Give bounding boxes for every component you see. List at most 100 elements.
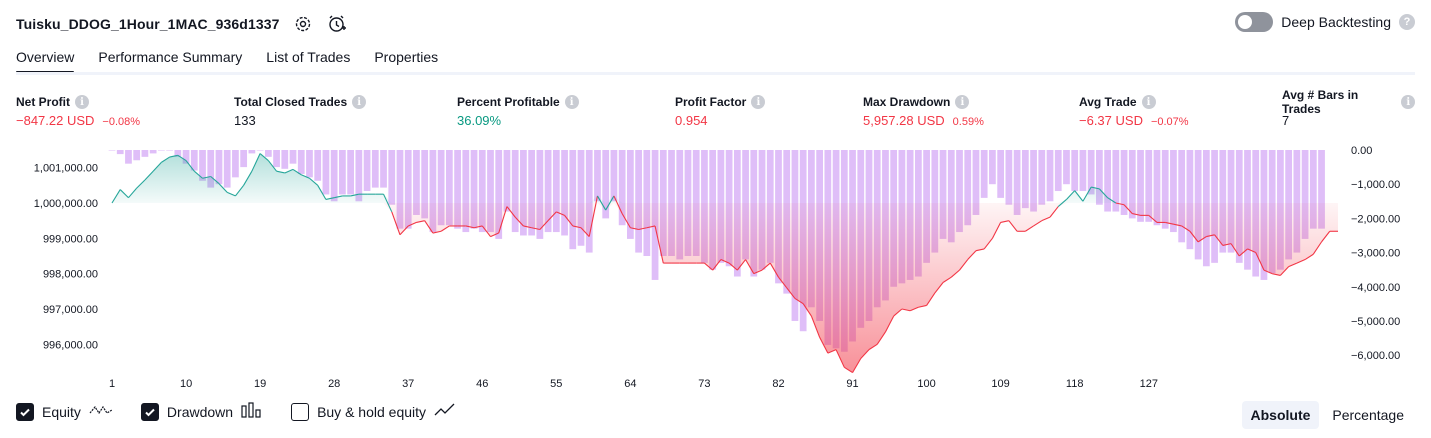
buyhold-checkbox[interactable] xyxy=(291,402,310,421)
equity-line-segment xyxy=(852,358,862,373)
equity-line-segment xyxy=(630,227,639,231)
equity-line-segment xyxy=(638,227,647,231)
drawdown-bar xyxy=(1063,150,1070,185)
drawdown-bar xyxy=(149,150,157,154)
y-right-tick-label: −5,000.00 xyxy=(1351,316,1400,328)
equity-line-segment xyxy=(1296,259,1306,264)
x-tick-label: 127 xyxy=(1140,378,1158,390)
equity-line-segment xyxy=(1230,243,1240,257)
equity-line-segment xyxy=(465,225,475,229)
drawdown-checkbox[interactable] xyxy=(140,402,159,421)
info-icon[interactable]: i xyxy=(1401,95,1415,109)
equity-line-segment xyxy=(407,221,417,227)
metric-label: Profit Factor xyxy=(675,95,747,109)
equity-line-segment xyxy=(432,230,442,234)
drawdown-bar xyxy=(1309,150,1317,229)
metric-avg-bars: Avg # Bars in Trades i 7 xyxy=(1282,88,1415,128)
equity-line-segment xyxy=(934,282,944,294)
metrics-row: Net Profit i −847.22 USD −0.08% Total Clos… xyxy=(16,88,1415,130)
help-icon[interactable]: ? xyxy=(1399,14,1415,30)
drawdown-bar xyxy=(116,150,124,155)
drawdown-bar xyxy=(215,150,223,185)
tab-bar: Overview Performance Summary List of Tra… xyxy=(16,44,438,74)
info-icon[interactable]: i xyxy=(352,95,367,109)
percentage-button[interactable]: Percentage xyxy=(1332,407,1404,423)
drawdown-bar xyxy=(602,150,610,219)
equity-line-segment xyxy=(243,170,253,186)
tab-overview[interactable]: Overview xyxy=(16,44,75,74)
info-icon[interactable]: i xyxy=(1141,95,1156,109)
equity-line-segment xyxy=(136,179,146,189)
drawdown-bar xyxy=(297,150,305,174)
equity-line-segment xyxy=(267,160,277,172)
drawdown-bar xyxy=(199,150,206,181)
drawdown-bar xyxy=(371,150,379,188)
metric-percent-profitable: Percent Profitable i 36.09% xyxy=(457,94,579,128)
drawdown-bar xyxy=(635,150,642,253)
drawdown-bar xyxy=(544,150,552,233)
drawdown-bar xyxy=(956,150,963,233)
equity-line-segment xyxy=(884,315,895,333)
metric-label: Net Profit xyxy=(16,95,70,109)
drawdown-bar xyxy=(939,150,947,239)
strategy-header: Tuisku_DDOG_1Hour_1MAC_936d1337 xyxy=(16,10,348,38)
drawdown-bar xyxy=(1021,150,1029,209)
equity-line-segment xyxy=(596,195,607,211)
drawdown-bar xyxy=(437,150,445,226)
metric-value: 5,957.28 USD xyxy=(863,113,945,128)
info-icon[interactable]: i xyxy=(751,95,766,109)
drawdown-toggle[interactable]: Drawdown xyxy=(140,402,263,421)
drawdown-bar xyxy=(947,150,955,243)
drawdown-bar xyxy=(404,150,412,229)
equity-checkbox[interactable] xyxy=(16,402,34,421)
drawdown-bar xyxy=(528,150,536,236)
drawdown-bar xyxy=(1030,150,1037,212)
tab-list-of-trades[interactable]: List of Trades xyxy=(266,49,351,65)
deep-backtesting-toggle[interactable] xyxy=(1235,12,1274,32)
y-right-tick-label: −4,000.00 xyxy=(1351,282,1400,294)
settings-icon[interactable] xyxy=(292,13,314,35)
equity-line-segment xyxy=(1206,234,1215,238)
y-right-tick-label: −1,000.00 xyxy=(1351,179,1400,191)
equity-line-segment xyxy=(802,303,812,317)
equity-line-segment xyxy=(481,225,491,237)
drawdown-bar xyxy=(577,150,585,246)
absolute-button[interactable]: Absolute xyxy=(1241,401,1320,429)
drawdown-bar xyxy=(413,150,420,215)
metric-value: 0.954 xyxy=(675,113,708,128)
equity-line-segment xyxy=(1123,204,1133,214)
drawdown-bar xyxy=(256,150,264,151)
equity-line-segment xyxy=(350,193,359,197)
drawdown-bar xyxy=(495,150,503,239)
tab-properties[interactable]: Properties xyxy=(374,49,439,65)
metric-sub: −0.07% xyxy=(1150,116,1189,128)
drawdown-bar xyxy=(1153,150,1161,226)
equity-drawdown-chart[interactable]: 1,001,000.00 1,000,000.00 999,000.00 998,00… xyxy=(0,140,1431,400)
chart-legend: Equity Drawdown Buy & hold equity xyxy=(16,402,484,421)
equity-line-segment xyxy=(531,227,540,231)
equity-line-segment xyxy=(284,168,294,174)
x-tick-label: 118 xyxy=(1066,378,1084,390)
x-tick-label: 91 xyxy=(846,378,858,390)
drawdown-bar xyxy=(314,150,322,181)
info-icon[interactable]: i xyxy=(955,95,970,109)
x-tick-label: 82 xyxy=(772,378,784,390)
info-icon[interactable]: i xyxy=(75,95,89,109)
info-icon[interactable]: i xyxy=(564,95,579,109)
equity-line-segment xyxy=(1025,225,1034,232)
equity-line-segment xyxy=(1279,266,1290,276)
equity-line-segment xyxy=(1091,186,1100,190)
metric-label: Avg Trade xyxy=(1079,95,1137,109)
add-alert-icon[interactable] xyxy=(326,13,348,35)
equity-line-segment xyxy=(473,225,483,229)
equity-toggle[interactable]: Equity xyxy=(16,402,113,421)
equity-line-segment xyxy=(860,349,870,359)
metric-total-closed-trades: Total Closed Trades i 133 xyxy=(234,94,367,128)
equity-line-segment xyxy=(259,153,269,162)
y-axis-right: 0.00 −1,000.00 −2,000.00 −3,000.00 −4,000.00… xyxy=(1351,145,1400,362)
tab-performance-summary[interactable]: Performance Summary xyxy=(98,49,243,65)
drawdown-bar xyxy=(1120,150,1128,215)
x-tick-label: 10 xyxy=(180,378,192,390)
buyhold-toggle[interactable]: Buy & hold equity xyxy=(291,402,456,421)
drawdown-bar xyxy=(141,150,149,157)
